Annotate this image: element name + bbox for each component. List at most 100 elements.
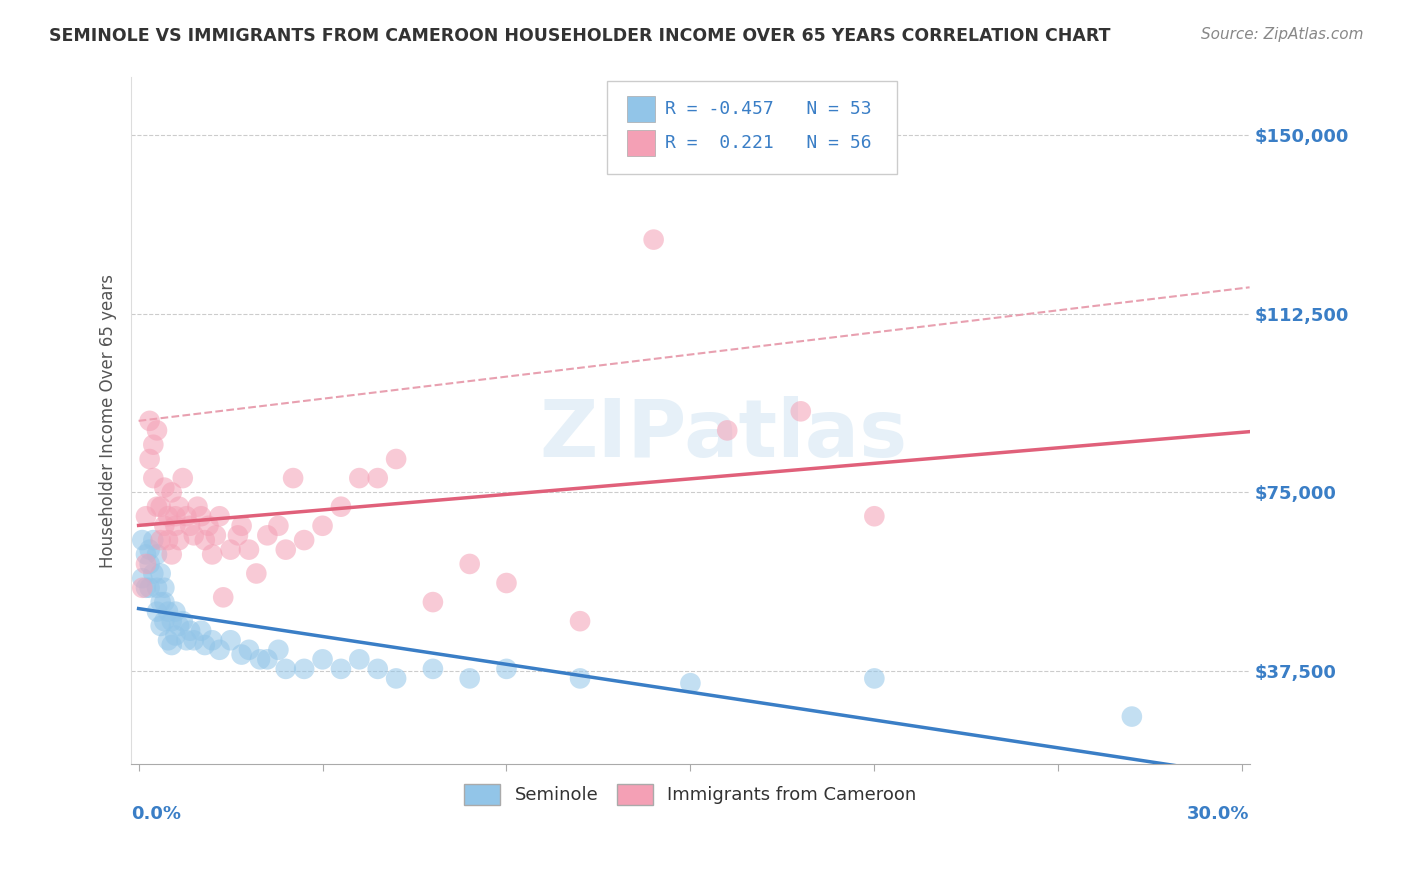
Point	[201, 633, 224, 648]
Point	[157, 605, 180, 619]
Point	[157, 533, 180, 547]
Point	[569, 614, 592, 628]
Point	[367, 471, 389, 485]
Point	[245, 566, 267, 581]
Point	[219, 542, 242, 557]
Point	[197, 518, 219, 533]
Point	[274, 662, 297, 676]
Point	[149, 619, 172, 633]
Point	[190, 624, 212, 638]
Point	[138, 557, 160, 571]
Point	[194, 533, 217, 547]
Text: R =  0.221   N = 56: R = 0.221 N = 56	[665, 135, 872, 153]
Point	[311, 652, 333, 666]
Point	[165, 605, 187, 619]
Point	[194, 638, 217, 652]
Point	[422, 662, 444, 676]
Point	[138, 414, 160, 428]
Point	[135, 581, 157, 595]
Legend: Seminole, Immigrants from Cameroon: Seminole, Immigrants from Cameroon	[456, 775, 925, 814]
Point	[267, 518, 290, 533]
Point	[349, 471, 371, 485]
Point	[167, 533, 190, 547]
Point	[249, 652, 271, 666]
Point	[495, 576, 517, 591]
Point	[131, 571, 153, 585]
Point	[329, 500, 352, 514]
Point	[142, 566, 165, 581]
Point	[179, 624, 201, 638]
Point	[569, 672, 592, 686]
Point	[256, 652, 278, 666]
Point	[274, 542, 297, 557]
Point	[149, 533, 172, 547]
FancyBboxPatch shape	[627, 130, 655, 156]
Point	[281, 471, 304, 485]
Point	[167, 500, 190, 514]
Point	[219, 633, 242, 648]
Point	[201, 548, 224, 562]
FancyBboxPatch shape	[606, 81, 897, 174]
Point	[131, 581, 153, 595]
Point	[231, 518, 253, 533]
Point	[149, 595, 172, 609]
Point	[238, 542, 260, 557]
Point	[643, 233, 665, 247]
Point	[176, 633, 198, 648]
Point	[157, 633, 180, 648]
Point	[183, 633, 205, 648]
Point	[238, 642, 260, 657]
Point	[167, 619, 190, 633]
Point	[160, 548, 183, 562]
Point	[149, 500, 172, 514]
Point	[160, 485, 183, 500]
Point	[267, 642, 290, 657]
Point	[149, 566, 172, 581]
Point	[1121, 709, 1143, 723]
Text: 0.0%: 0.0%	[131, 805, 181, 823]
Point	[367, 662, 389, 676]
Point	[142, 438, 165, 452]
Point	[179, 518, 201, 533]
Point	[422, 595, 444, 609]
Point	[157, 509, 180, 524]
Point	[165, 518, 187, 533]
Point	[311, 518, 333, 533]
Point	[146, 605, 169, 619]
Point	[131, 533, 153, 547]
Point	[212, 591, 235, 605]
Point	[153, 595, 176, 609]
Point	[863, 672, 886, 686]
Point	[679, 676, 702, 690]
Point	[172, 471, 194, 485]
Point	[153, 581, 176, 595]
Point	[165, 628, 187, 642]
Point	[458, 672, 481, 686]
Point	[142, 471, 165, 485]
Point	[186, 500, 208, 514]
Point	[146, 548, 169, 562]
Point	[190, 509, 212, 524]
Point	[863, 509, 886, 524]
Point	[146, 500, 169, 514]
Point	[183, 528, 205, 542]
Point	[226, 528, 249, 542]
FancyBboxPatch shape	[627, 96, 655, 122]
Point	[256, 528, 278, 542]
Point	[160, 614, 183, 628]
Point	[790, 404, 813, 418]
Point	[172, 614, 194, 628]
Point	[153, 481, 176, 495]
Point	[458, 557, 481, 571]
Point	[146, 581, 169, 595]
Text: SEMINOLE VS IMMIGRANTS FROM CAMEROON HOUSEHOLDER INCOME OVER 65 YEARS CORRELATIO: SEMINOLE VS IMMIGRANTS FROM CAMEROON HOU…	[49, 27, 1111, 45]
Point	[138, 581, 160, 595]
Point	[153, 518, 176, 533]
Text: ZIPatlas: ZIPatlas	[540, 395, 908, 474]
Text: R = -0.457   N = 53: R = -0.457 N = 53	[665, 100, 872, 118]
Point	[176, 509, 198, 524]
Text: 30.0%: 30.0%	[1187, 805, 1250, 823]
Point	[329, 662, 352, 676]
Point	[349, 652, 371, 666]
Point	[385, 452, 408, 467]
